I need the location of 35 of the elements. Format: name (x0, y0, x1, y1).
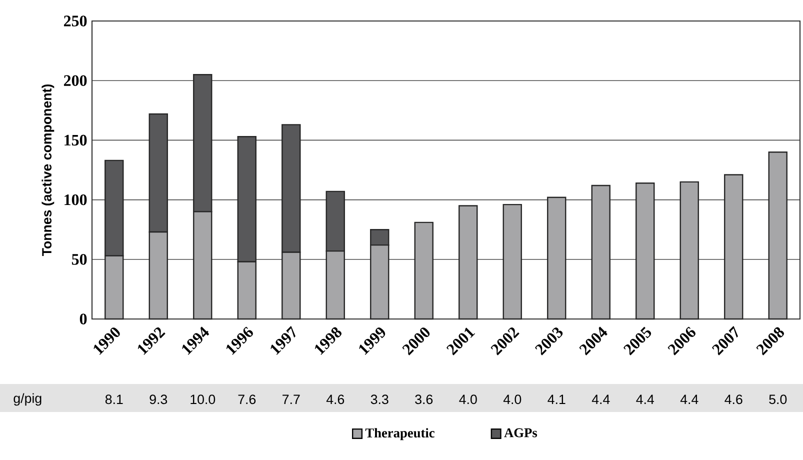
text: 4.4 (592, 394, 610, 404)
text: 4.0 (459, 394, 477, 404)
y-tick-label: 50 (72, 254, 87, 265)
text: 4.4 (636, 394, 654, 404)
text: 3.3 (370, 394, 388, 404)
text: 9.3 (150, 394, 168, 404)
bar (414, 222, 434, 320)
legend-label: AGPs (504, 428, 538, 438)
bar (680, 181, 699, 320)
text: 5.0 (769, 394, 787, 404)
y-tick-label: 100 (64, 194, 87, 206)
bar (547, 196, 566, 320)
text: 4.1 (548, 394, 566, 404)
bar (768, 152, 788, 320)
text: 4.4 (680, 394, 698, 404)
text: 4.0 (503, 394, 522, 404)
text: 3.6 (415, 394, 433, 404)
bar (458, 205, 478, 320)
y-axis-title: Tonnes (active component) (42, 84, 54, 256)
text: 4.6 (326, 394, 344, 404)
y-tick-label: 150 (64, 134, 87, 146)
text: 7.7 (282, 394, 300, 404)
y-tick-label: 200 (64, 75, 87, 86)
y-tick-label: 0 (80, 314, 87, 324)
text: 7.6 (238, 394, 256, 404)
text: g/pig (14, 393, 42, 406)
bar (591, 184, 610, 320)
text: 10.0 (190, 394, 216, 404)
bar (502, 204, 522, 320)
text: 4.6 (724, 394, 742, 404)
bar (636, 182, 655, 320)
text: 8.1 (105, 394, 123, 404)
legend-label: Therapeutic (365, 428, 434, 440)
y-tick-label: 250 (64, 16, 87, 26)
bar (724, 174, 744, 320)
